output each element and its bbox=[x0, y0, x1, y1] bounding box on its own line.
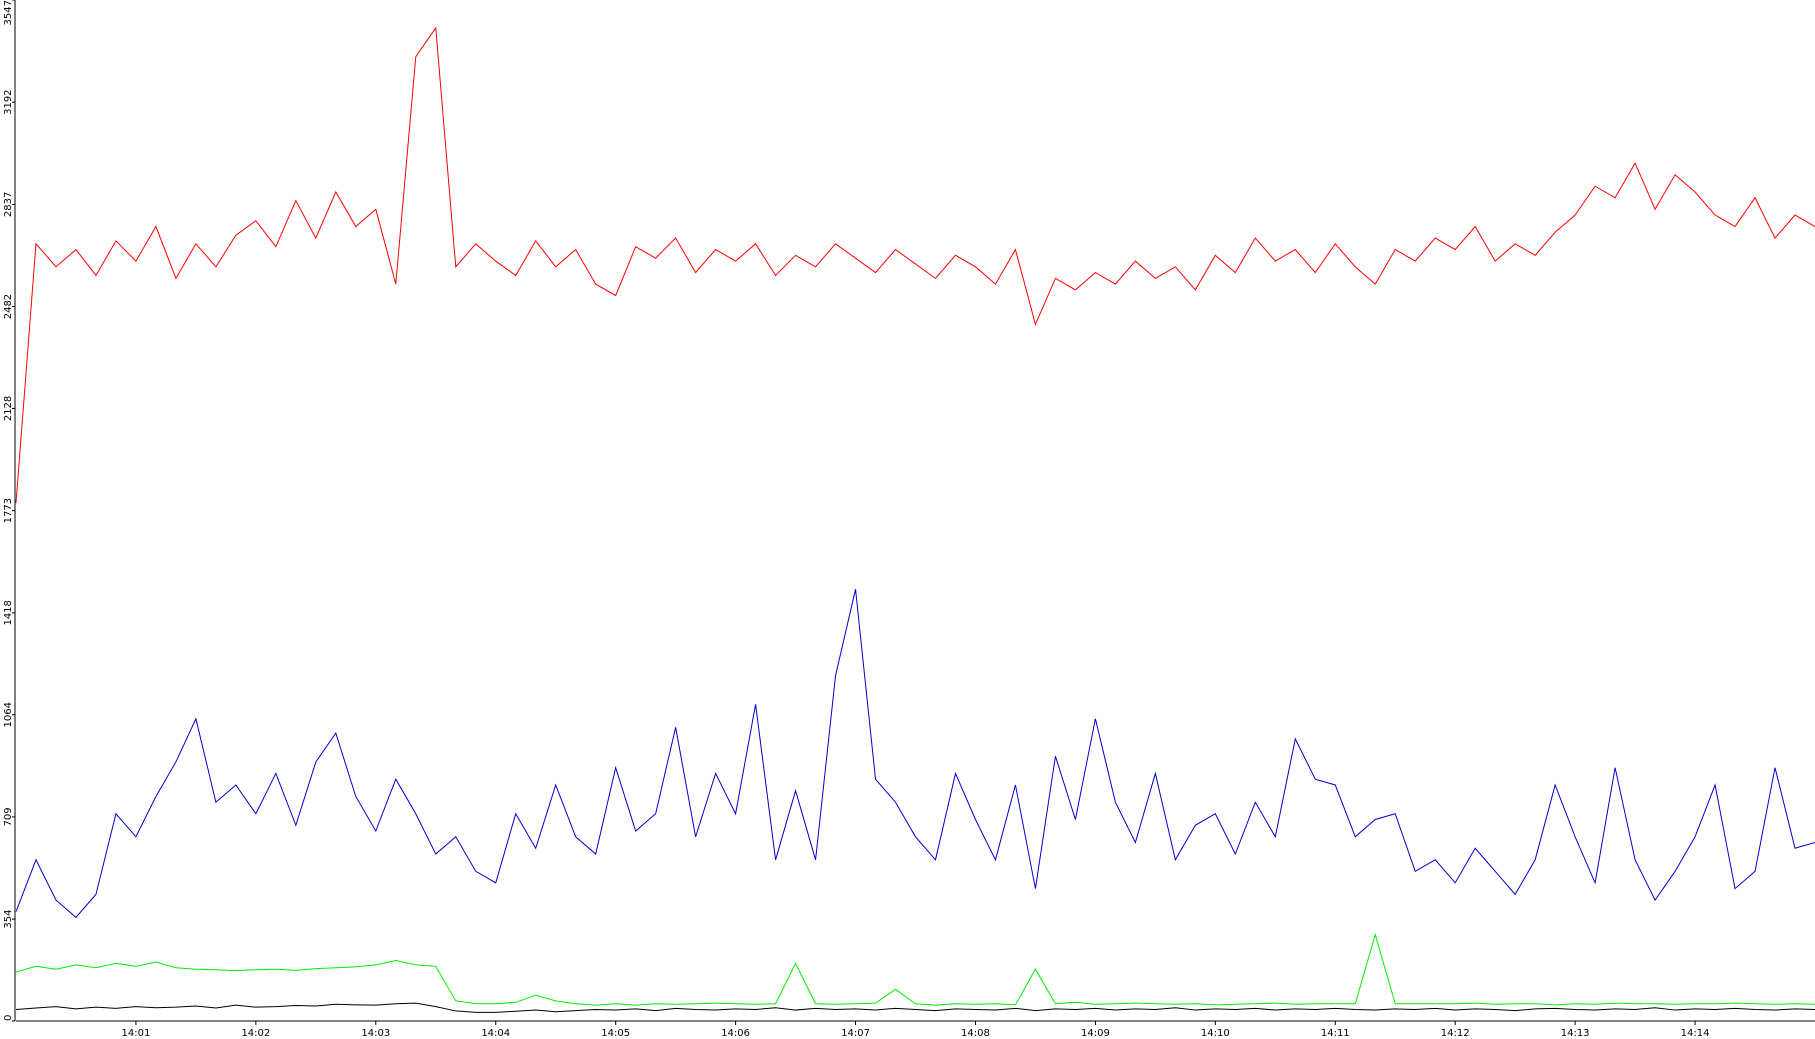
y-tick-label: 354 bbox=[3, 910, 14, 929]
y-tick-label: 2482 bbox=[3, 294, 14, 319]
x-tick-label: 14:02 bbox=[241, 1028, 270, 1039]
x-tick-label: 14:11 bbox=[1321, 1028, 1350, 1039]
y-tick-label: 2128 bbox=[3, 396, 14, 421]
x-tick-label: 14:12 bbox=[1441, 1028, 1470, 1039]
y-tick-label: 1418 bbox=[3, 600, 14, 625]
y-tick-label: 1773 bbox=[3, 498, 14, 523]
x-tick-label: 14:14 bbox=[1681, 1028, 1710, 1039]
series-line bbox=[15, 932, 1815, 1006]
series-line bbox=[15, 589, 1815, 919]
y-tick-label: 0 bbox=[3, 1015, 14, 1021]
x-tick-label: 14:10 bbox=[1201, 1028, 1230, 1039]
x-tick-label: 14:04 bbox=[481, 1028, 510, 1039]
x-tick-label: 14:13 bbox=[1561, 1028, 1590, 1039]
x-tick-label: 14:05 bbox=[601, 1028, 630, 1039]
x-tick-label: 14:09 bbox=[1081, 1028, 1110, 1039]
x-tick-label: 14:08 bbox=[961, 1028, 990, 1039]
series-line bbox=[15, 1002, 1815, 1013]
y-tick-label: 709 bbox=[3, 807, 14, 826]
x-tick-label: 14:03 bbox=[361, 1028, 390, 1039]
y-tick-label: 3547 bbox=[3, 0, 14, 25]
x-tick-label: 14:06 bbox=[721, 1028, 750, 1039]
series-line bbox=[15, 26, 1815, 503]
x-tick-label: 14:07 bbox=[841, 1028, 870, 1039]
y-tick-label: 3192 bbox=[3, 89, 14, 114]
y-tick-label: 1064 bbox=[3, 702, 14, 727]
y-tick-label: 2837 bbox=[3, 192, 14, 217]
x-tick-label: 14:01 bbox=[122, 1028, 151, 1039]
